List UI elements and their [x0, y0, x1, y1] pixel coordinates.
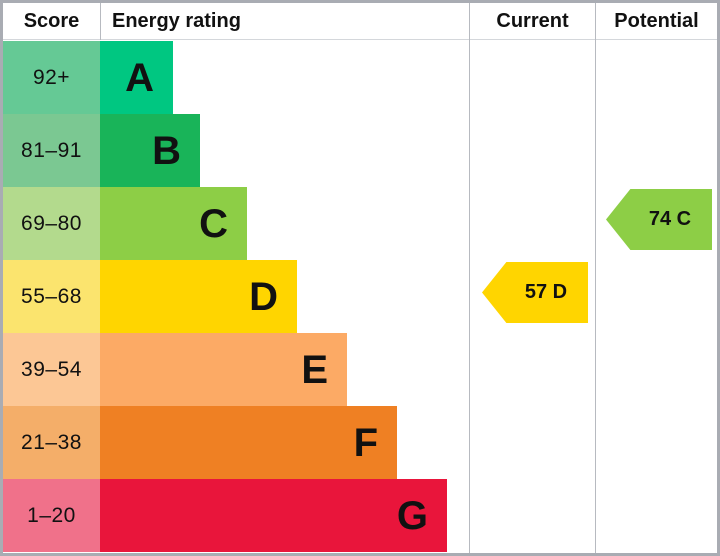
band-bar: C: [100, 187, 247, 260]
current-rating-label: 57 D: [524, 281, 568, 303]
band-row: 1–20 G: [3, 479, 472, 552]
chart-header: Score Energy rating Current Potential: [3, 3, 717, 40]
header-potential: Potential: [614, 10, 699, 32]
header-column-divider: [100, 3, 101, 40]
band-letter: G: [396, 493, 428, 538]
current-column-divider: [469, 3, 470, 553]
potential-column-divider: [595, 3, 596, 553]
header-score: Score: [23, 10, 80, 32]
header-energy-rating: Energy rating: [112, 10, 241, 32]
band-letter: F: [353, 420, 378, 465]
band-bar: G: [100, 479, 447, 552]
band-score-range: 21–38: [3, 406, 100, 479]
band-score-range: 69–80: [3, 187, 100, 260]
potential-rating-label: 74 C: [648, 208, 692, 230]
band-letter: C: [199, 201, 228, 246]
band-letter: E: [301, 347, 328, 392]
band-score-range: 1–20: [3, 479, 100, 552]
band-row: 21–38 F: [3, 406, 472, 479]
band-letter: B: [152, 128, 181, 173]
header-current: Current: [496, 10, 569, 32]
band-bar: B: [100, 114, 200, 187]
band-rows: 92+ A 81–91 B 69–80 C 55–68 D 39–54: [3, 41, 472, 552]
band-score-range: 81–91: [3, 114, 100, 187]
band-score-range: 39–54: [3, 333, 100, 406]
current-arrow: 57 D: [482, 262, 588, 323]
band-letter: A: [125, 55, 154, 100]
band-row: 39–54 E: [3, 333, 472, 406]
band-row: 81–91 B: [3, 114, 472, 187]
band-score-range: 92+: [3, 41, 100, 114]
band-row: 69–80 C: [3, 187, 472, 260]
band-row: 92+ A: [3, 41, 472, 114]
band-bar: D: [100, 260, 297, 333]
band-bar: E: [100, 333, 347, 406]
band-score-range: 55–68: [3, 260, 100, 333]
band-letter: D: [249, 274, 278, 319]
band-bar: A: [100, 41, 173, 114]
band-row: 55–68 D: [3, 260, 472, 333]
band-bar: F: [100, 406, 397, 479]
potential-arrow: 74 C: [606, 189, 712, 250]
